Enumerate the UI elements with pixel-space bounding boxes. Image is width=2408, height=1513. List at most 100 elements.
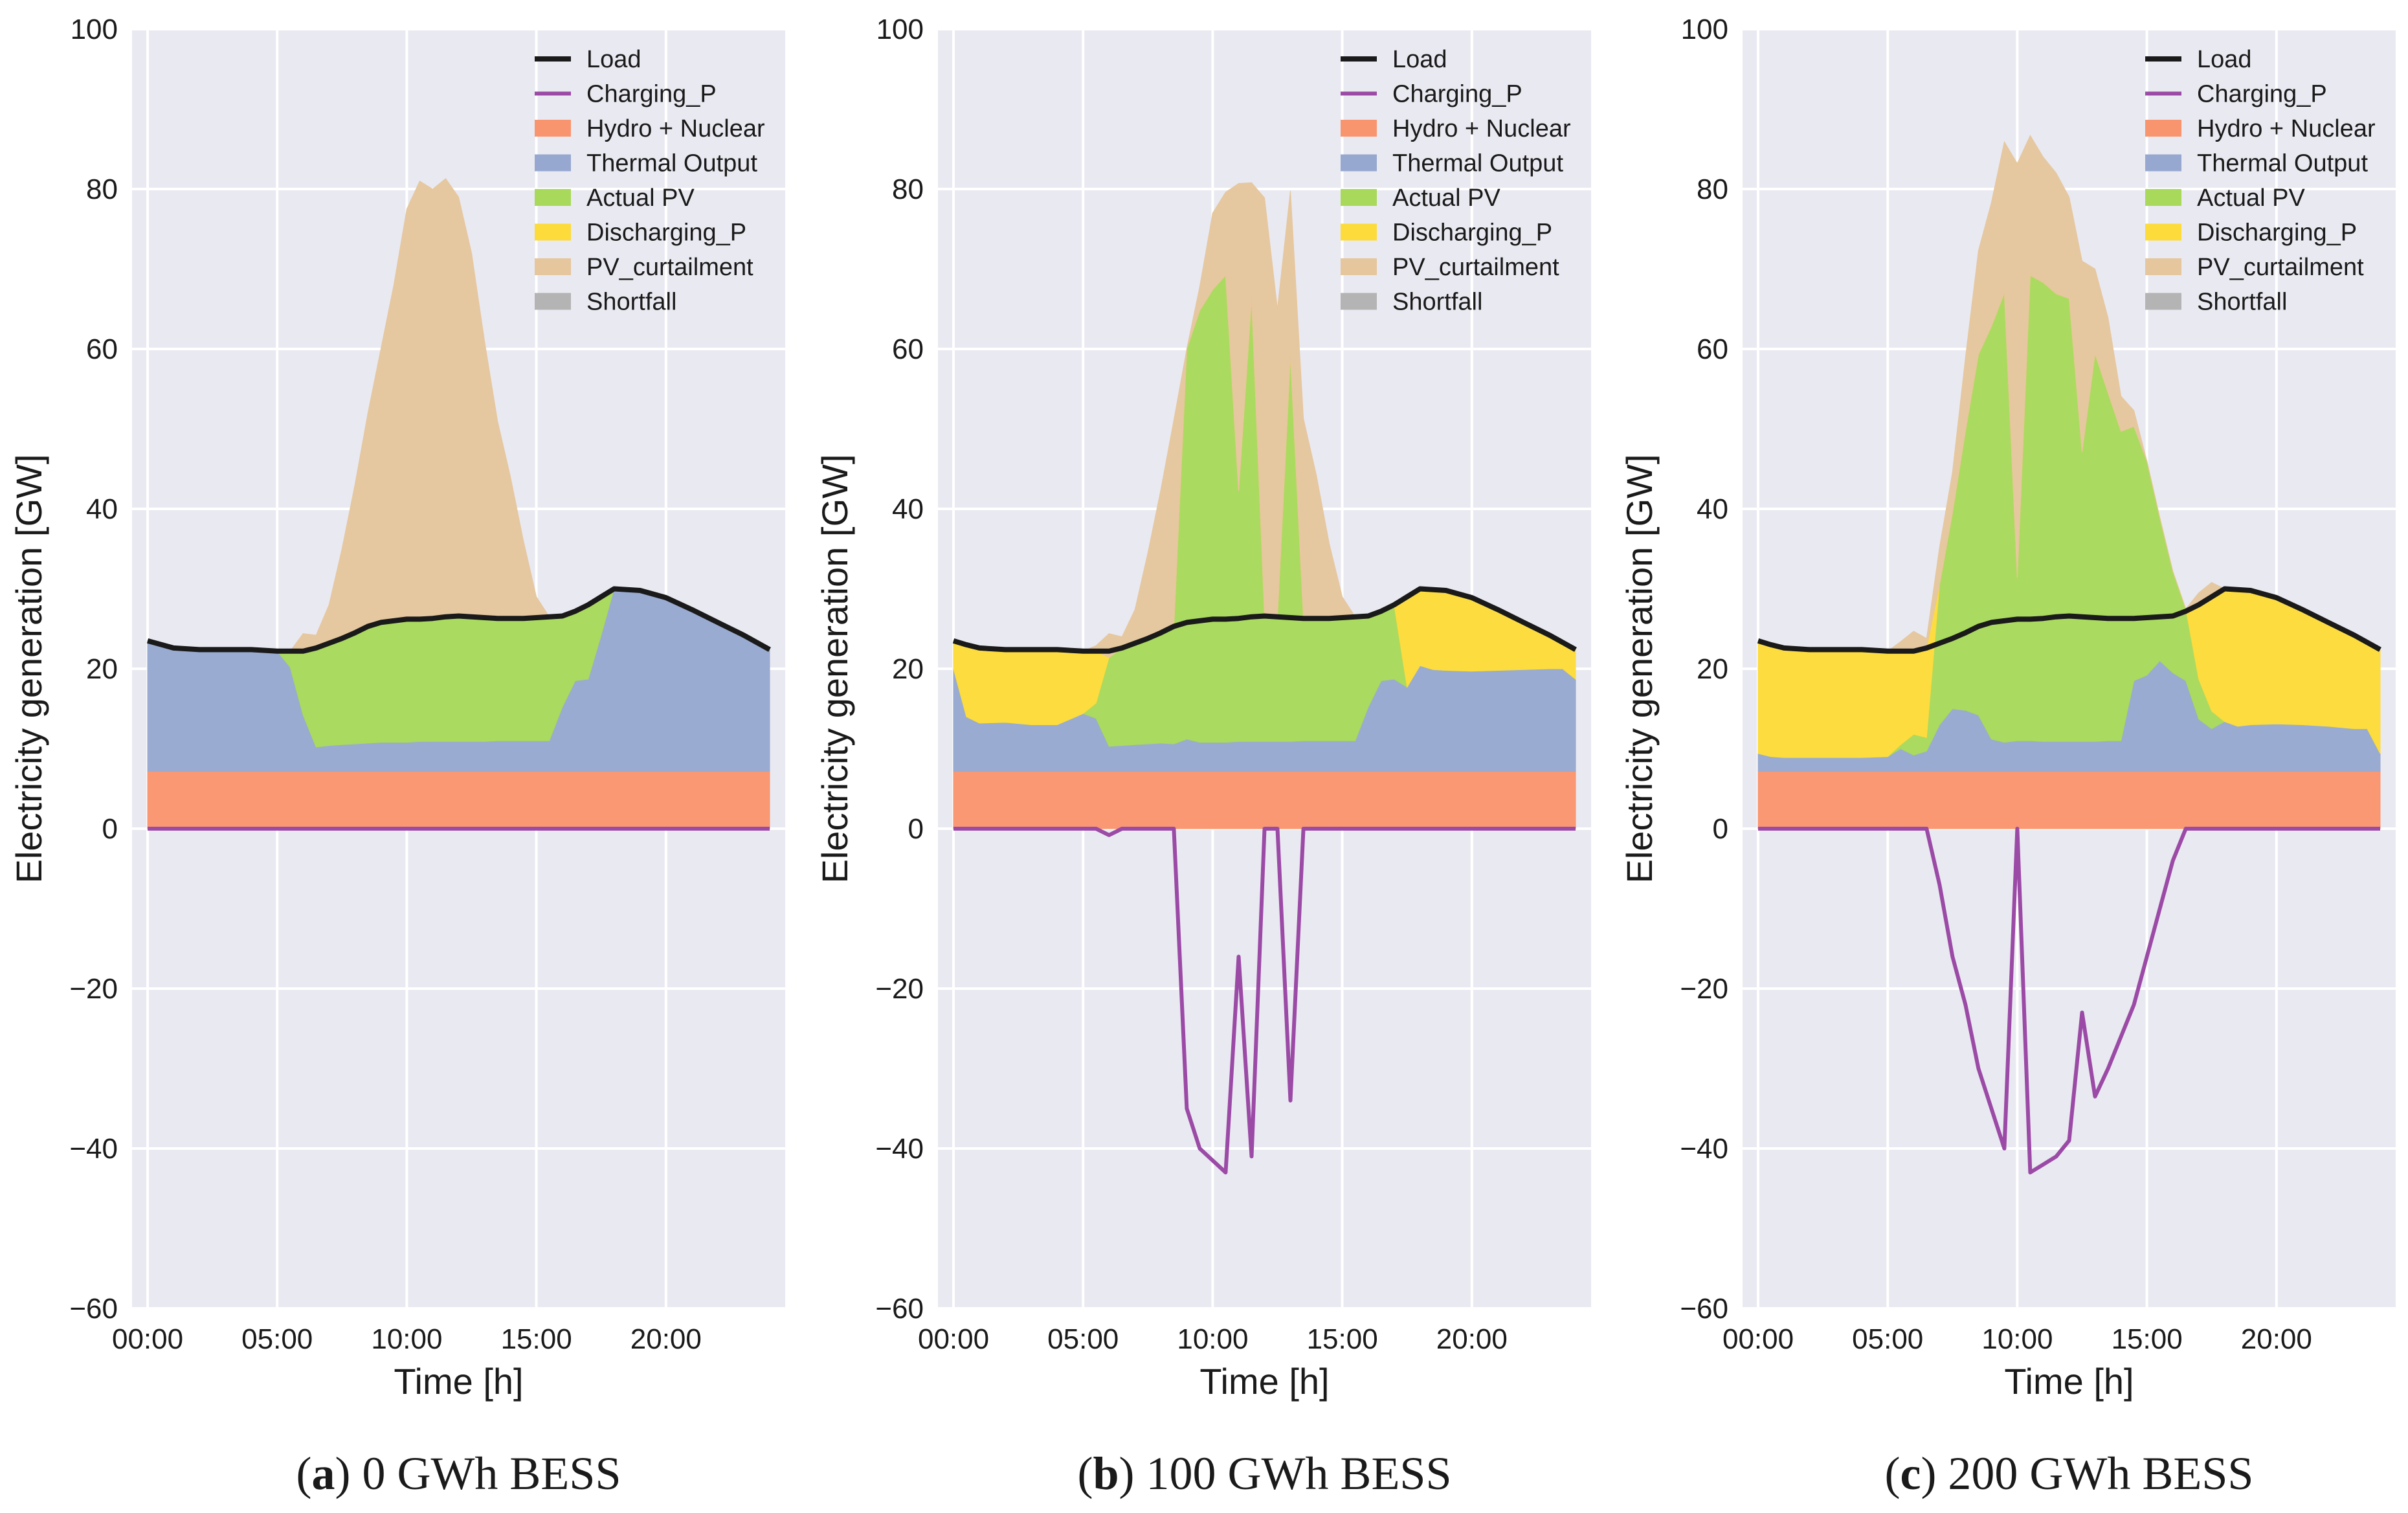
x-tick-label: 20:00 [630, 1323, 702, 1355]
y-tick-label: 0 [1713, 813, 1728, 845]
legend-swatch-pv-curtailment [2145, 258, 2181, 275]
y-tick-label: 100 [876, 14, 924, 45]
x-tick-label: 05:00 [1047, 1323, 1119, 1355]
y-tick-label: 60 [892, 333, 924, 365]
legend-label-thermal: Thermal Output [1392, 150, 1563, 177]
line-charging-p [1758, 827, 2380, 1174]
area-hydro-nuclear [953, 770, 1576, 829]
legend-label-actual-pv: Actual PV [586, 185, 695, 212]
line-load [1757, 586, 2381, 654]
legend: Load Charging_P Hydro + Nuclear Thermal Out… [535, 46, 765, 316]
x-tick-label: 20:00 [2241, 1323, 2312, 1355]
legend-swatch-shortfall [2145, 293, 2181, 310]
legend-swatch-actual-pv [1341, 189, 1377, 206]
legend-label-shortfall: Shortfall [1392, 289, 1482, 316]
y-tick-label: 100 [71, 14, 118, 45]
legend-swatch-thermal [535, 154, 571, 172]
legend-label-hydro-nuclear: Hydro + Nuclear [1392, 115, 1571, 142]
y-tick-label: 100 [1681, 14, 1728, 45]
legend-label-hydro-nuclear: Hydro + Nuclear [586, 115, 765, 142]
x-tick-label: 15:00 [1307, 1323, 1378, 1355]
legend-swatch-thermal [1341, 154, 1377, 172]
x-tick-label: 05:00 [241, 1323, 313, 1355]
x-tick-label: 00:00 [1722, 1323, 1794, 1355]
y-tick-label: 80 [86, 174, 118, 205]
legend-swatch-hydro-nuclear [2145, 120, 2181, 137]
area-hydro-nuclear [1757, 770, 2381, 829]
y-axis-label: Electricity generation [GW] [814, 454, 855, 884]
chart-panel-c: −60 −40 −20 0 20 40 60 80 100 00:00 05:00 10:00 15:0… [1619, 14, 2396, 1499]
area-hydro-nuclear [147, 770, 770, 829]
y-tick-label: 40 [1697, 493, 1728, 525]
y-tick-label: −20 [69, 973, 118, 1005]
line-load [952, 586, 1577, 654]
x-axis-label: Time [h] [394, 1361, 523, 1402]
panel-caption: (c) 200 GWh BESS [1885, 1448, 2254, 1499]
legend-label-thermal: Thermal Output [586, 150, 757, 177]
x-tick-label: 00:00 [918, 1323, 989, 1355]
legend-swatch-pv-curtailment [1341, 258, 1377, 275]
legend-swatch-shortfall [535, 293, 571, 310]
caption-text: ) 100 GWh BESS [1119, 1448, 1452, 1499]
legend: Load Charging_P Hydro + Nuclear Thermal Out… [2145, 46, 2376, 316]
legend-swatch-discharging [2145, 223, 2181, 241]
y-tick-label: 0 [102, 813, 118, 845]
legend-label-pv-curtailment: PV_curtailment [586, 254, 753, 281]
y-axis-label: Electricity generation [GW] [1619, 454, 1660, 884]
panel-caption: (b) 100 GWh BESS [1077, 1448, 1451, 1499]
legend-label-discharging: Discharging_P [1392, 219, 1552, 247]
legend-label-load: Load [2197, 46, 2252, 73]
legend-label-actual-pv: Actual PV [1392, 185, 1501, 212]
legend-swatch-discharging [1341, 223, 1377, 241]
y-tick-label: −60 [69, 1293, 118, 1325]
legend-swatch-actual-pv [535, 189, 571, 206]
x-tick-label: 10:00 [371, 1323, 442, 1355]
y-tick-label: 80 [1697, 174, 1728, 205]
y-tick-label: 60 [1697, 333, 1728, 365]
y-tick-label: 60 [86, 333, 118, 365]
x-tick-label: 10:00 [1177, 1323, 1248, 1355]
chart-panel-a: −60 −40 −20 0 20 40 60 80 100 00:00 05:00 10:00 15:0… [8, 14, 785, 1499]
x-tick-label: 05:00 [1852, 1323, 1923, 1355]
legend-label-charging: Charging_P [2197, 81, 2327, 108]
x-tick-label: 15:00 [2112, 1323, 2183, 1355]
y-tick-label: −40 [1680, 1133, 1728, 1165]
legend-swatch-hydro-nuclear [535, 120, 571, 137]
legend-swatch-pv-curtailment [535, 258, 571, 275]
y-tick-label: −20 [875, 973, 924, 1005]
y-tick-label: 20 [86, 653, 118, 685]
x-tick-label: 00:00 [112, 1323, 183, 1355]
y-tick-label: −20 [1680, 973, 1728, 1005]
legend-label-hydro-nuclear: Hydro + Nuclear [2197, 115, 2376, 142]
legend-label-load: Load [1392, 46, 1447, 73]
caption-text: ) 0 GWh BESS [335, 1448, 621, 1499]
y-tick-label: −40 [875, 1133, 924, 1165]
legend-swatch-hydro-nuclear [1341, 120, 1377, 137]
y-axis-label: Electricity generation [GW] [8, 454, 49, 884]
legend-label-discharging: Discharging_P [586, 219, 746, 247]
legend-label-actual-pv: Actual PV [2197, 185, 2306, 212]
caption-paren-open: ( [1077, 1448, 1093, 1499]
legend-label-charging: Charging_P [1392, 81, 1522, 108]
y-tick-label: 20 [1697, 653, 1728, 685]
y-tick-label: 40 [892, 493, 924, 525]
x-tick-label: 10:00 [1981, 1323, 2053, 1355]
caption-letter: c [1900, 1448, 1921, 1499]
y-tick-label: 40 [86, 493, 118, 525]
x-axis-label: Time [h] [1199, 1361, 1329, 1402]
y-tick-label: 80 [892, 174, 924, 205]
y-tick-label: −60 [875, 1293, 924, 1325]
line-load [146, 586, 771, 654]
legend-label-charging: Charging_P [586, 81, 717, 108]
legend-label-load: Load [586, 46, 641, 73]
y-tick-label: −60 [1680, 1293, 1728, 1325]
legend-swatch-thermal [2145, 154, 2181, 172]
caption-text: ) 200 GWh BESS [1921, 1448, 2253, 1499]
y-tick-label: 20 [892, 653, 924, 685]
legend-label-thermal: Thermal Output [2197, 150, 2368, 177]
legend-label-pv-curtailment: PV_curtailment [1392, 254, 1559, 281]
caption-paren-open: ( [296, 1448, 311, 1499]
x-tick-label: 15:00 [501, 1323, 572, 1355]
legend-label-shortfall: Shortfall [2197, 289, 2287, 316]
